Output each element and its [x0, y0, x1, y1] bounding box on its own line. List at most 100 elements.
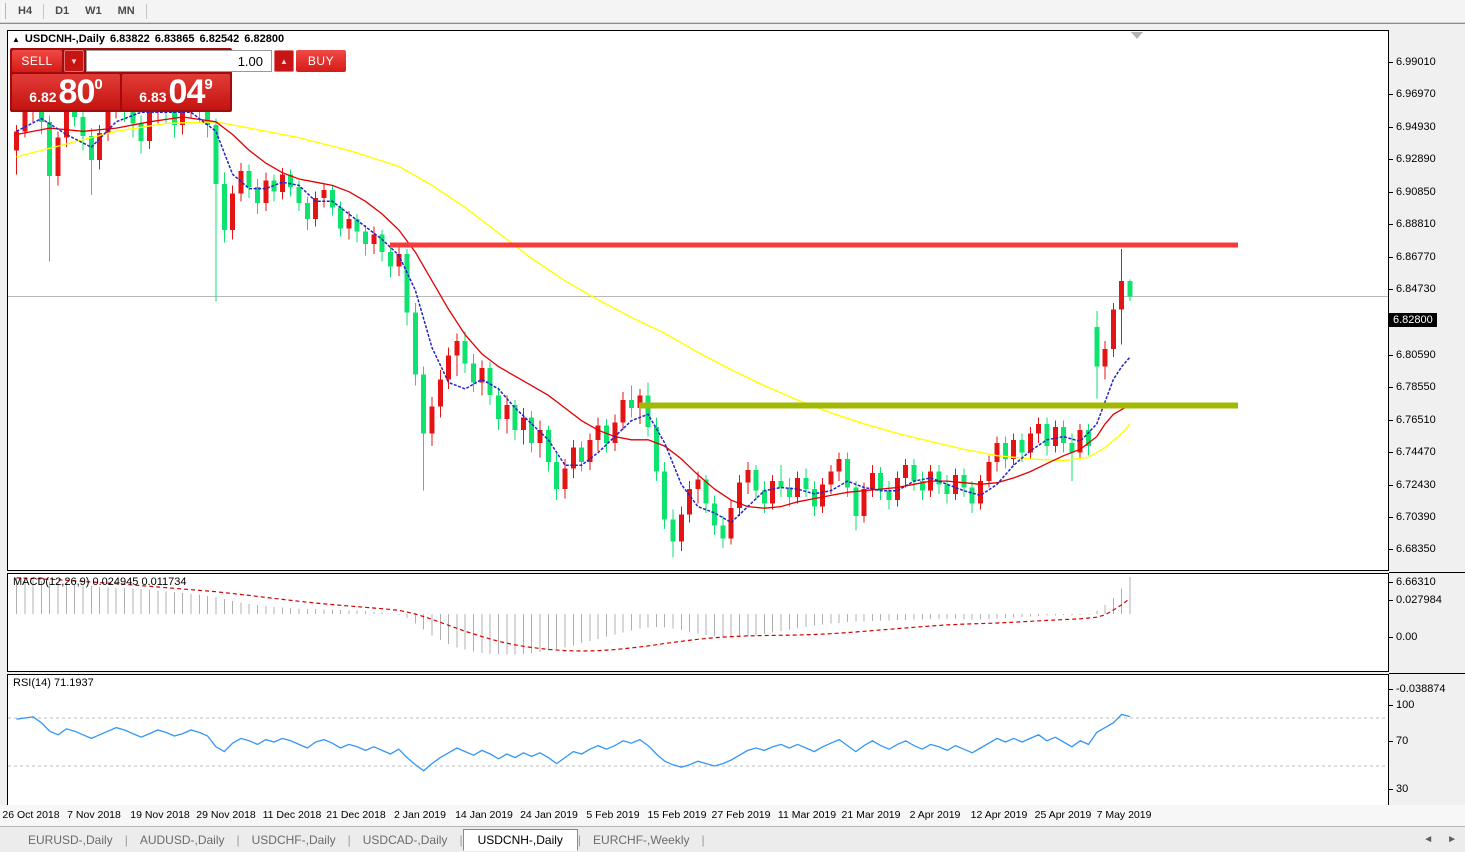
period-toolbar: H4 D1 W1 MN	[0, 0, 1465, 23]
price-axis-tick: 6.80590	[1389, 349, 1436, 361]
rsi-axis-tick: 30	[1389, 783, 1408, 795]
price-axis-tick: 6.66310	[1389, 576, 1436, 588]
macd-axis-tick: -0.038874	[1389, 683, 1446, 695]
buy-price-point: 9	[204, 76, 213, 93]
rsi-canvas[interactable]	[8, 675, 1388, 805]
ohlc-close: 6.82800	[244, 33, 285, 45]
price-axis-tick: 6.74470	[1389, 446, 1436, 458]
one-click-collapse-icon[interactable]: ▲	[12, 34, 20, 44]
date-axis-label: 27 Feb 2019	[711, 809, 771, 821]
sell-price-point: 0	[94, 76, 103, 93]
ohlc-open: 6.83822	[110, 33, 150, 45]
rsi-label: RSI(14) 71.1937	[13, 677, 94, 689]
date-axis-label: 15 Feb 2019	[647, 809, 707, 821]
toolbar-separator	[43, 3, 45, 19]
pane-separator[interactable]	[1389, 572, 1465, 573]
price-axis-tick: 6.70390	[1389, 511, 1436, 523]
date-axis-label: 29 Nov 2018	[196, 809, 256, 821]
macd-pane[interactable]: MACD(12,26,9) 0.024945 0.011734	[7, 573, 1389, 672]
symbol-title: USDCNH-,Daily	[24, 33, 105, 45]
toolbar-separator	[145, 3, 147, 19]
date-axis-label: 26 Oct 2018	[2, 809, 60, 821]
price-axis-tick: 6.96970	[1389, 88, 1436, 100]
chart-tab-usdcnh[interactable]: USDCNH-,Daily	[462, 829, 578, 851]
chart-window: MACD(12,26,9) 0.024945 0.011734 RSI(14) …	[0, 23, 1465, 852]
price-axis-tick: 6.92890	[1389, 153, 1436, 165]
candlestick-canvas[interactable]	[8, 31, 1388, 570]
price-axis-tick: 6.88810	[1389, 218, 1436, 230]
timeframe-button-mn[interactable]: MN	[117, 5, 135, 17]
tab-scroll-right-icon[interactable]: ►	[1447, 834, 1457, 845]
chart-shift-marker[interactable]	[1131, 32, 1143, 39]
chart-tab-usdchf[interactable]: USDCHF-,Daily	[251, 832, 336, 847]
chart-tab-eurchf[interactable]: EURCHF-,Weekly	[593, 832, 690, 847]
current-price-tag: 6.82800	[1389, 313, 1437, 327]
date-axis-label: 11 Dec 2018	[262, 809, 322, 821]
tab-separator: |	[236, 832, 240, 847]
rsi-axis-tick: 70	[1389, 735, 1408, 747]
price-axis[interactable]: 6.99010 6.96970 6.94930 6.92890 6.90850 6.888…	[1389, 30, 1465, 831]
date-axis-label: 7 May 2019	[1096, 809, 1152, 821]
timeframe-button-w1[interactable]: W1	[85, 5, 102, 17]
sell-button[interactable]: SELL	[12, 50, 62, 72]
tab-scroll-left-icon[interactable]: ◄	[1423, 834, 1434, 845]
macd-axis-tick: 0.027984	[1389, 594, 1442, 606]
timeframe-button-d1[interactable]: D1	[55, 5, 70, 17]
macd-label: MACD(12,26,9) 0.024945 0.011734	[13, 576, 187, 588]
date-axis-label: 21 Mar 2019	[841, 809, 901, 821]
date-axis-label: 11 Mar 2019	[777, 809, 837, 821]
date-axis-label: 24 Jan 2019	[520, 809, 578, 821]
date-axis-label: 2 Jan 2019	[394, 809, 446, 821]
sell-price-button[interactable]: 6.82 80 0	[12, 74, 120, 110]
date-axis-label: 14 Jan 2019	[455, 809, 513, 821]
ohlc-high: 6.83865	[154, 33, 195, 45]
macd-canvas[interactable]	[8, 574, 1388, 671]
chart-tab-bar: EURUSD-,Daily | AUDUSD-,Daily | USDCHF-,Dail…	[0, 826, 1465, 852]
price-axis-tick: 6.84730	[1389, 283, 1436, 295]
tab-separator: |	[701, 832, 705, 847]
rsi-pane[interactable]: RSI(14) 71.1937	[7, 674, 1389, 806]
date-axis-label: 7 Nov 2018	[67, 809, 121, 821]
volume-increase-icon[interactable]: ▲	[274, 50, 294, 72]
pane-separator[interactable]	[1389, 673, 1465, 674]
tab-separator: |	[577, 832, 582, 847]
price-axis-tick: 6.99010	[1389, 56, 1436, 68]
price-axis-tick: 6.76510	[1389, 414, 1436, 426]
sell-price-base: 6.82	[29, 89, 57, 105]
date-axis-label: 19 Nov 2018	[130, 809, 190, 821]
volume-decrease-icon[interactable]: ▼	[64, 50, 84, 72]
price-axis-tick: 6.78550	[1389, 381, 1436, 393]
tab-separator: |	[459, 832, 463, 847]
buy-price-button[interactable]: 6.83 04 9	[122, 74, 230, 110]
macd-axis-tick: 0.00	[1389, 631, 1417, 643]
toolbar-grip[interactable]	[2, 3, 6, 19]
date-axis-label: 2 Apr 2019	[909, 809, 961, 821]
buy-price-pips: 04	[168, 73, 206, 111]
price-axis-tick: 6.90850	[1389, 186, 1436, 198]
symbol-ohlc-info: ▲ USDCNH-,Daily 6.83822 6.83865 6.82542 …	[12, 33, 284, 45]
timeframe-button-h4[interactable]: H4	[18, 5, 33, 17]
one-click-trading-panel: SELL ▼ ▲ BUY 6.82 80 0 6.83 04 9	[10, 48, 346, 112]
sell-price-pips: 80	[58, 73, 96, 111]
rsi-axis-tick: 100	[1389, 699, 1414, 711]
price-axis-tick: 6.86770	[1389, 251, 1436, 263]
tab-separator: |	[347, 832, 351, 847]
buy-price-base: 6.83	[139, 89, 167, 105]
date-axis-label: 21 Dec 2018	[326, 809, 386, 821]
date-axis-label: 25 Apr 2019	[1034, 809, 1092, 821]
price-axis-tick: 6.94930	[1389, 121, 1436, 133]
buy-button[interactable]: BUY	[296, 50, 346, 72]
date-axis[interactable]: 26 Oct 2018 7 Nov 2018 19 Nov 2018 29 Nov 2…	[0, 805, 1465, 826]
price-axis-tick: 6.68350	[1389, 543, 1436, 555]
chart-tab-audusd[interactable]: AUDUSD-,Daily	[139, 832, 225, 847]
date-axis-label: 12 Apr 2019	[970, 809, 1028, 821]
date-axis-label: 5 Feb 2019	[586, 809, 640, 821]
volume-input[interactable]	[86, 50, 272, 72]
chart-tab-usdcad[interactable]: USDCAD-,Daily	[362, 832, 448, 847]
price-chart-pane[interactable]	[7, 30, 1389, 571]
tab-separator: |	[124, 832, 128, 847]
chart-tab-eurusd[interactable]: EURUSD-,Daily	[28, 832, 113, 847]
ohlc-low: 6.82542	[199, 33, 240, 45]
price-axis-tick: 6.72430	[1389, 479, 1436, 491]
